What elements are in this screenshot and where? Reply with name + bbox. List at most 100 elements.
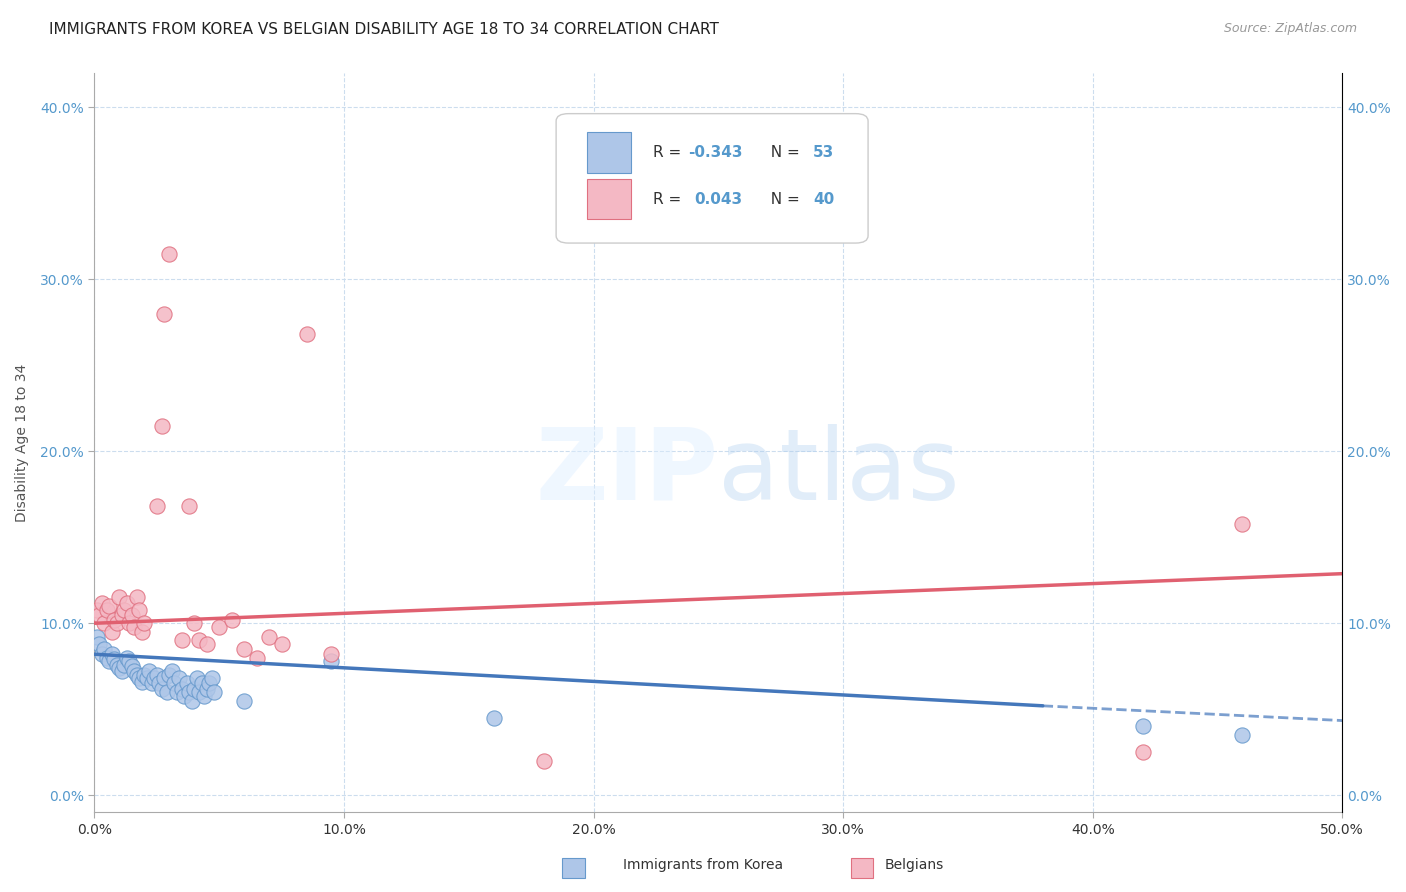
Point bbox=[193, 689, 215, 703]
Text: IMMIGRANTS FROM KOREA VS BELGIAN DISABILITY AGE 18 TO 34 CORRELATION CHART: IMMIGRANTS FROM KOREA VS BELGIAN DISABIL… bbox=[49, 22, 718, 37]
Text: R =: R = bbox=[654, 145, 686, 160]
Point bbox=[321, 654, 343, 668]
Text: -0.343: -0.343 bbox=[689, 145, 742, 160]
Point bbox=[112, 602, 135, 616]
Point bbox=[150, 418, 173, 433]
Point bbox=[246, 650, 269, 665]
Point bbox=[202, 685, 225, 699]
Text: 0.043: 0.043 bbox=[695, 192, 742, 207]
Point bbox=[148, 676, 170, 690]
Point bbox=[90, 596, 112, 610]
Text: atlas: atlas bbox=[718, 424, 960, 521]
FancyBboxPatch shape bbox=[557, 113, 868, 243]
FancyBboxPatch shape bbox=[588, 132, 631, 173]
Point bbox=[160, 665, 183, 679]
Point bbox=[96, 602, 118, 616]
Point bbox=[188, 633, 211, 648]
Point bbox=[195, 637, 218, 651]
Point bbox=[295, 327, 318, 342]
Point bbox=[128, 671, 150, 685]
Point bbox=[179, 500, 201, 514]
Point bbox=[121, 659, 143, 673]
Point bbox=[157, 668, 180, 682]
Point bbox=[195, 681, 218, 696]
Point bbox=[188, 685, 211, 699]
Point bbox=[118, 654, 141, 668]
Point bbox=[153, 307, 176, 321]
FancyBboxPatch shape bbox=[588, 178, 631, 219]
Point bbox=[128, 602, 150, 616]
Point bbox=[201, 671, 224, 685]
Point bbox=[89, 637, 111, 651]
Point bbox=[93, 642, 115, 657]
Point bbox=[98, 599, 121, 613]
Point bbox=[157, 246, 180, 260]
Point bbox=[125, 668, 148, 682]
Point bbox=[180, 693, 202, 707]
Point bbox=[190, 676, 212, 690]
Point bbox=[208, 620, 231, 634]
Point bbox=[183, 681, 205, 696]
Point bbox=[118, 616, 141, 631]
Point bbox=[170, 681, 193, 696]
Point bbox=[86, 602, 108, 616]
Point bbox=[103, 613, 125, 627]
Text: N =: N = bbox=[761, 145, 804, 160]
Point bbox=[101, 647, 124, 661]
Point bbox=[134, 668, 156, 682]
Point bbox=[221, 613, 243, 627]
Point bbox=[103, 652, 125, 666]
Point bbox=[150, 681, 173, 696]
Point bbox=[1232, 516, 1254, 531]
Text: N =: N = bbox=[761, 192, 804, 207]
Point bbox=[186, 671, 208, 685]
Point bbox=[121, 607, 143, 622]
Point bbox=[1132, 719, 1154, 733]
Point bbox=[146, 668, 169, 682]
Point bbox=[176, 676, 198, 690]
Point bbox=[170, 633, 193, 648]
Point bbox=[111, 665, 134, 679]
Point bbox=[131, 674, 153, 689]
Point bbox=[90, 647, 112, 661]
Point bbox=[86, 630, 108, 644]
Point bbox=[124, 665, 146, 679]
Point bbox=[167, 671, 190, 685]
Text: 40: 40 bbox=[813, 192, 834, 207]
Point bbox=[321, 647, 343, 661]
Point bbox=[1232, 728, 1254, 742]
Point bbox=[183, 616, 205, 631]
Text: Source: ZipAtlas.com: Source: ZipAtlas.com bbox=[1223, 22, 1357, 36]
Text: ZIP: ZIP bbox=[536, 424, 718, 521]
Point bbox=[138, 665, 160, 679]
Point bbox=[93, 616, 115, 631]
Point bbox=[166, 685, 188, 699]
Point bbox=[134, 616, 156, 631]
Point bbox=[112, 657, 135, 672]
Point bbox=[108, 591, 131, 605]
Text: Immigrants from Korea: Immigrants from Korea bbox=[623, 858, 783, 872]
Point bbox=[125, 591, 148, 605]
Text: 53: 53 bbox=[813, 145, 834, 160]
Point bbox=[98, 654, 121, 668]
Point bbox=[482, 711, 505, 725]
Point bbox=[135, 671, 157, 685]
Point bbox=[143, 671, 166, 685]
Point bbox=[131, 624, 153, 639]
Point bbox=[257, 630, 280, 644]
Point bbox=[115, 596, 138, 610]
Point bbox=[108, 661, 131, 675]
Point bbox=[233, 642, 256, 657]
Point bbox=[101, 624, 124, 639]
Point bbox=[179, 685, 201, 699]
Point bbox=[96, 650, 118, 665]
Point bbox=[124, 620, 146, 634]
Point bbox=[163, 676, 186, 690]
Point bbox=[173, 689, 195, 703]
Point bbox=[270, 637, 292, 651]
Text: Belgians: Belgians bbox=[884, 858, 943, 872]
Point bbox=[141, 676, 163, 690]
Point bbox=[89, 607, 111, 622]
Point bbox=[115, 650, 138, 665]
Text: R =: R = bbox=[654, 192, 692, 207]
